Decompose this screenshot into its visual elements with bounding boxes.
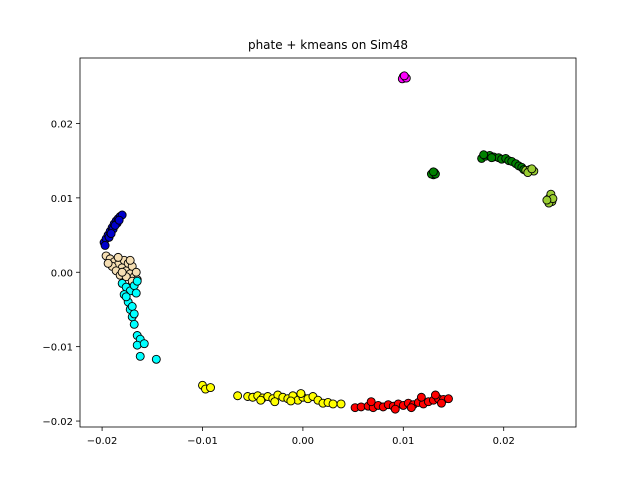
scatter-point <box>233 391 243 401</box>
scatter-point <box>135 351 145 361</box>
y-tick-label: 0.00 <box>51 268 73 279</box>
scatter-point <box>437 398 446 408</box>
scatter-point <box>296 389 306 398</box>
y-tick-label: 0.01 <box>51 194 73 205</box>
scatter-point <box>132 276 142 286</box>
scatter-point <box>430 390 440 400</box>
scatter-point <box>336 399 346 409</box>
scatter-point <box>117 267 127 277</box>
scatter-point <box>527 164 537 174</box>
x-tick-label: −0.02 <box>87 436 118 447</box>
x-tick-label: 0.02 <box>493 436 515 447</box>
scatter-point <box>416 392 426 402</box>
x-axis: −0.02 −0.01 0.00 0.01 0.02 <box>87 427 515 447</box>
plot-frame <box>79 57 577 428</box>
scatter-point <box>479 150 489 160</box>
scatter-point <box>366 397 376 407</box>
scatter-point <box>542 195 552 205</box>
y-tick-label: −0.01 <box>42 343 73 354</box>
scatter-point <box>131 288 141 298</box>
scatter-point <box>100 241 110 250</box>
scatter-point <box>286 396 296 406</box>
scatter-point <box>399 71 409 81</box>
x-tick-label: 0.00 <box>292 436 314 447</box>
scatter-point <box>390 404 400 414</box>
y-axis: −0.02 −0.01 0.00 0.01 0.02 <box>42 119 80 428</box>
scatter-point <box>487 153 497 163</box>
scatter-point <box>151 354 161 364</box>
y-tick-label: −0.02 <box>42 417 73 428</box>
scatter-point <box>206 383 215 393</box>
scatter-point <box>444 394 453 404</box>
scatter-point <box>256 395 266 405</box>
scatter-point <box>121 292 131 302</box>
scatter-point <box>328 399 338 409</box>
scatter-point <box>428 167 438 177</box>
y-tick-label: 0.02 <box>51 119 73 130</box>
scatter-point <box>103 258 113 268</box>
scatter-point <box>406 403 416 413</box>
scatter-point <box>106 229 116 239</box>
scatter-point <box>127 302 137 311</box>
scatter-point <box>139 339 149 349</box>
scatter-point <box>113 252 123 262</box>
scatter-point <box>131 267 141 277</box>
scatter-point <box>125 255 135 265</box>
scatter-point <box>129 309 139 319</box>
points-layer <box>99 71 558 414</box>
x-tick-label: 0.01 <box>392 436 414 447</box>
scatter-point <box>270 397 280 407</box>
x-tick-label: −0.01 <box>187 436 218 447</box>
scatter-point <box>129 319 139 329</box>
chart-title: phate + kmeans on Sim48 <box>248 38 408 52</box>
scatter-point <box>114 215 124 225</box>
